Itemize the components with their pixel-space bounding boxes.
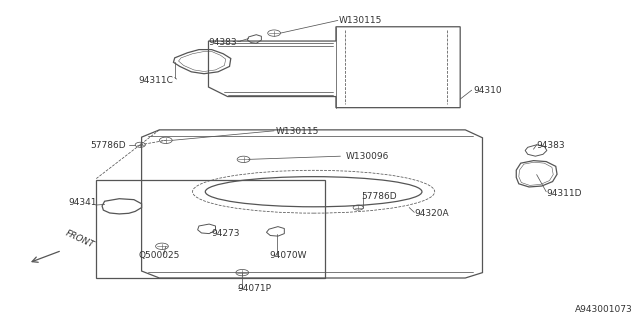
Text: 94383: 94383 (209, 38, 237, 47)
Text: A943001073: A943001073 (575, 305, 632, 314)
Text: W130115: W130115 (339, 16, 383, 25)
Text: 94311D: 94311D (546, 189, 582, 198)
Text: 94311C: 94311C (139, 76, 173, 85)
Text: FRONT: FRONT (64, 228, 95, 250)
Text: 94341: 94341 (68, 198, 97, 207)
Text: 94273: 94273 (212, 229, 240, 238)
Bar (96, 180, 325, 278)
Text: 94071P: 94071P (237, 284, 271, 293)
Text: 94310: 94310 (473, 86, 502, 95)
Text: W130096: W130096 (346, 152, 389, 161)
Text: 94383: 94383 (537, 141, 565, 150)
Text: Q500025: Q500025 (138, 251, 180, 260)
Text: 57786D: 57786D (362, 192, 397, 201)
Text: 94070W: 94070W (269, 251, 307, 260)
Text: 57786D: 57786D (90, 141, 125, 150)
Text: W130115: W130115 (275, 127, 319, 136)
Text: 94320A: 94320A (414, 209, 449, 219)
